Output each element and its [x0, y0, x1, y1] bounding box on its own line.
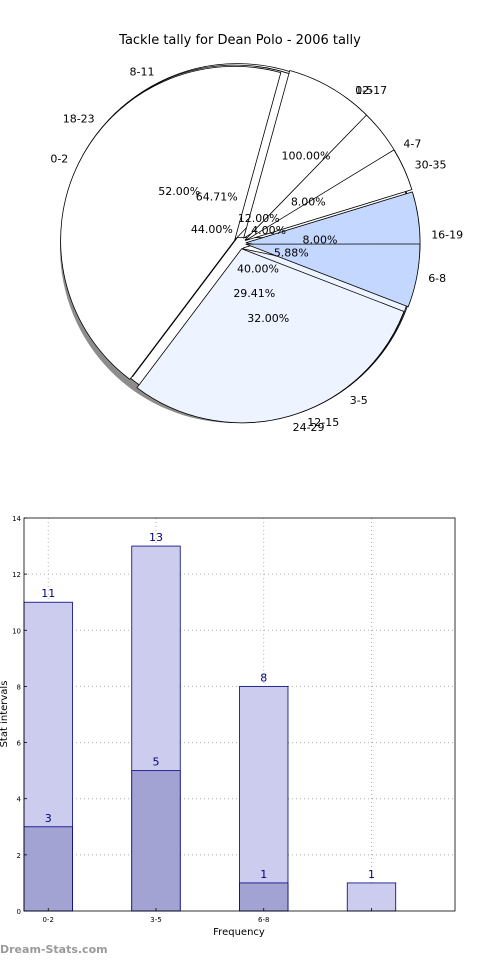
pie-category-label-0-0: 0-5: [355, 84, 373, 97]
pie-value-label-3-1: 8.00%: [291, 195, 326, 208]
pie-category-label-2-2: 24-29: [293, 421, 325, 434]
bar-series-0-label-1: 13: [149, 531, 163, 544]
bar-series-0-bar-3: [346, 882, 397, 912]
pie-chart: 100.00% 0-5 64.71% 8-11 52.00% 18-23 44.00% 0-2…: [50, 63, 463, 434]
bar-y-axis-label: Stat intervals: [0, 681, 10, 748]
bar-series-1-label-0: 3: [45, 812, 52, 825]
bar-series-0-label-2: 8: [260, 671, 267, 684]
pie-slice-1-2: [245, 149, 413, 241]
bar-x-tick-label-1: 3-5: [150, 916, 161, 924]
bar-y-tick-label-2: 4: [17, 796, 22, 804]
bar-series-0-label-3: 1: [368, 868, 375, 881]
pie-category-label-3-1: 4-7: [403, 137, 421, 150]
bar-series-1-bar-0: [23, 826, 73, 912]
bar-y-tick-label-3: 6: [17, 740, 22, 748]
pie-category-label-2-0: 8-11: [130, 66, 155, 79]
pie-value-label-2-0: 64.71%: [196, 190, 238, 203]
pie-value-label-1-2: 4.00%: [251, 224, 286, 237]
pie-value-label-3-0: 52.00%: [158, 185, 200, 198]
bar-y-tick-label-6: 12: [12, 571, 21, 579]
pie-category-label-3-0: 18-23: [63, 112, 95, 125]
bar-series-0-label-0: 11: [41, 587, 55, 600]
pie-value-label-1-1: 12.00%: [238, 212, 280, 225]
bar-y-tick-label-4: 8: [17, 683, 21, 691]
bar-y-tick-label-0: 0: [17, 908, 21, 916]
bar-plot-frame: [23, 517, 456, 912]
pie-title: Tackle tally for Dean Polo - 2006 tally: [118, 33, 361, 48]
pie-value-label-2-1: 5.88%: [274, 247, 309, 260]
bar-series-1-label-1: 5: [152, 756, 159, 769]
bar-y-tick-label-1: 2: [17, 852, 21, 860]
pie-value-label-3-3: 32.00%: [247, 312, 289, 325]
pie-value-label-2-2: 29.41%: [233, 287, 275, 300]
pie-value-label-3-2: 8.00%: [303, 233, 338, 246]
pie-category-label-1-2: 30-35: [415, 159, 447, 172]
pie-value-label-0-0: 100.00%: [282, 150, 331, 163]
pie-category-label-3-2: 16-19: [431, 228, 463, 241]
bar-series-1-label-2: 1: [260, 868, 267, 881]
bar-series-0-bar-2: [239, 686, 289, 912]
bar-x-axis-label: Frequency: [213, 927, 265, 938]
pie-category-label-3-3: 12-15: [307, 416, 339, 429]
bar-x-tick-label-0: 0-2: [43, 916, 54, 924]
bar-series-1-bar-2: [239, 882, 289, 912]
pie-category-label-2-1: 6-8: [428, 272, 446, 285]
watermark: Dream-Stats.com: [0, 943, 108, 956]
pie-slice-2-2: [136, 248, 405, 424]
bar-series-1-bar-1: [131, 770, 181, 912]
pie-slice-1-0: [60, 65, 282, 380]
pie-value-label-1-0: 44.00%: [191, 223, 233, 236]
pie-value-label-1-3: 40.00%: [237, 263, 279, 276]
pie-category-label-1-1: 12-17: [355, 84, 387, 97]
bar-y-tick-label-7: 14: [12, 515, 21, 523]
pie-slice-2-1: [245, 243, 421, 308]
bar-y-tick-label-5: 10: [12, 627, 21, 635]
pie-category-label-1-0: 0-2: [50, 153, 68, 166]
pie-category-label-1-3: 3-5: [350, 394, 368, 407]
bar-x-tick-label-2: 6-8: [258, 916, 269, 924]
